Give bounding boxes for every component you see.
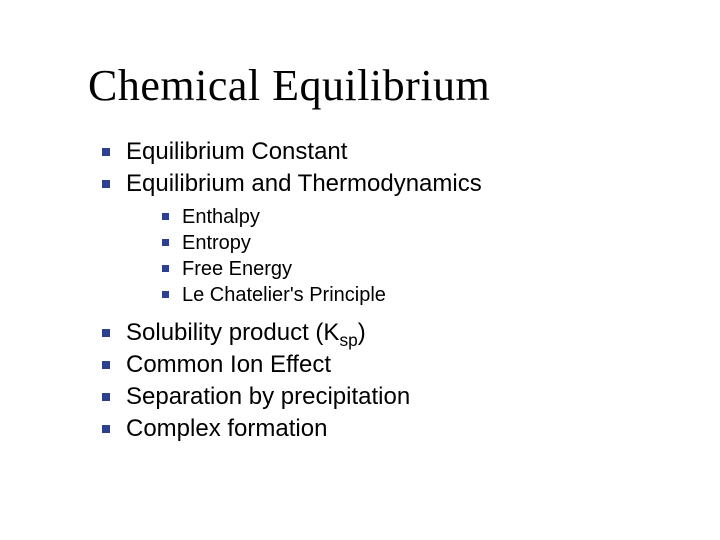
list-item: Entropy [160, 231, 660, 256]
list-item: Equilibrium and Thermodynamics Enthalpy … [98, 169, 660, 308]
list-item-label: Enthalpy [182, 206, 260, 228]
bullet-list-level2: Enthalpy Entropy Free Energy Le Chatelie… [126, 205, 660, 308]
list-item-label: Equilibrium and Thermodynamics [126, 170, 482, 197]
bullet-list-level1: Equilibrium Constant Equilibrium and The… [88, 137, 660, 444]
list-item-label: Entropy [182, 232, 251, 254]
list-item: Common Ion Effect [98, 350, 660, 380]
subscript: sp [339, 330, 357, 350]
list-item-label: Free Energy [182, 258, 292, 280]
list-item: Solubility product (Ksp) [98, 318, 660, 348]
slide-title: Chemical Equilibrium [88, 60, 660, 111]
text-pre: Solubility product (K [126, 319, 339, 346]
list-item-label: Solubility product (Ksp) [126, 319, 366, 346]
list-item: Free Energy [160, 257, 660, 282]
text-post: ) [358, 319, 366, 346]
list-item: Le Chatelier's Principle [160, 283, 660, 308]
list-item-label: Le Chatelier's Principle [182, 284, 386, 306]
list-item-label: Complex formation [126, 415, 327, 442]
list-item-label: Equilibrium Constant [126, 138, 347, 165]
slide: Chemical Equilibrium Equilibrium Constan… [0, 0, 720, 540]
list-item: Equilibrium Constant [98, 137, 660, 167]
list-item: Complex formation [98, 414, 660, 444]
list-item: Enthalpy [160, 205, 660, 230]
list-item: Separation by precipitation [98, 382, 660, 412]
list-item-label: Common Ion Effect [126, 351, 331, 378]
list-item-label: Separation by precipitation [126, 383, 410, 410]
